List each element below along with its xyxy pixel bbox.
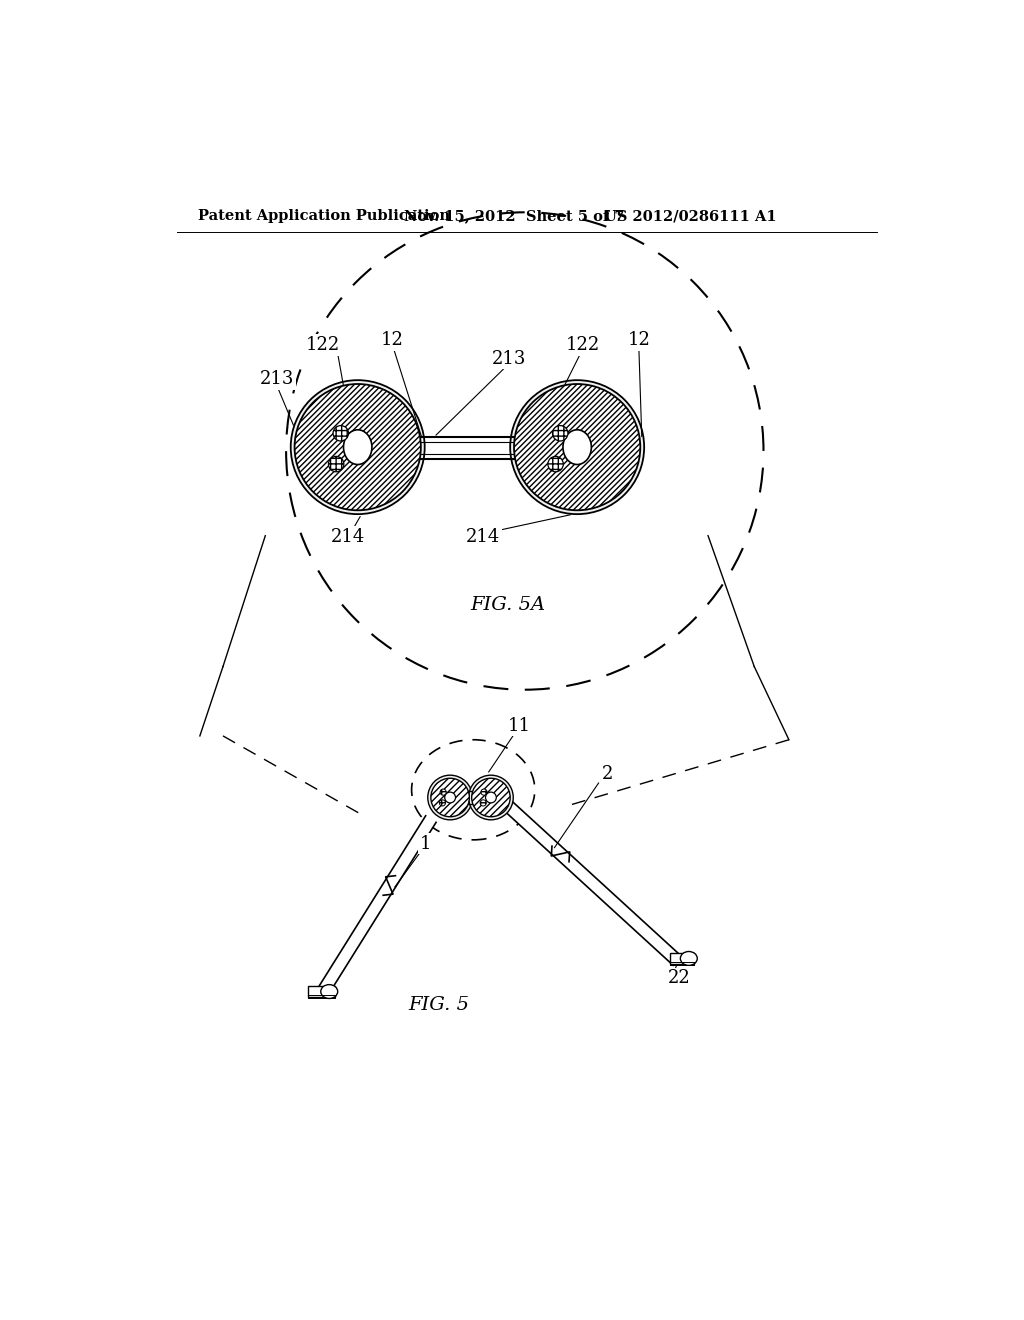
Circle shape bbox=[333, 425, 348, 441]
Circle shape bbox=[440, 789, 446, 795]
Text: 2: 2 bbox=[602, 766, 613, 783]
Text: 1: 1 bbox=[420, 834, 431, 853]
Circle shape bbox=[548, 457, 563, 471]
Ellipse shape bbox=[563, 430, 592, 465]
Text: 11: 11 bbox=[508, 717, 530, 735]
Circle shape bbox=[472, 779, 510, 817]
Text: Patent Application Publication: Patent Application Publication bbox=[199, 209, 451, 223]
Circle shape bbox=[444, 792, 456, 803]
Circle shape bbox=[439, 800, 445, 807]
Text: 12: 12 bbox=[381, 331, 403, 348]
Bar bbox=[468, 792, 473, 804]
Polygon shape bbox=[316, 816, 436, 997]
Circle shape bbox=[329, 457, 344, 471]
Circle shape bbox=[480, 800, 486, 807]
Text: FIG. 5: FIG. 5 bbox=[408, 997, 469, 1014]
Circle shape bbox=[481, 789, 487, 795]
Ellipse shape bbox=[343, 430, 372, 465]
Circle shape bbox=[295, 384, 421, 511]
Bar bbox=[419, 437, 516, 459]
Circle shape bbox=[514, 384, 640, 511]
Polygon shape bbox=[502, 799, 681, 965]
Text: 214: 214 bbox=[466, 528, 501, 546]
Text: US 2012/0286111 A1: US 2012/0286111 A1 bbox=[604, 209, 777, 223]
Text: 213: 213 bbox=[493, 350, 526, 367]
Circle shape bbox=[428, 775, 472, 820]
Text: 22: 22 bbox=[668, 969, 690, 987]
Text: 214: 214 bbox=[331, 528, 365, 546]
Circle shape bbox=[291, 380, 425, 515]
Text: 122: 122 bbox=[306, 335, 340, 354]
Text: 12: 12 bbox=[628, 331, 650, 348]
Bar bbox=[307, 986, 336, 997]
Circle shape bbox=[469, 775, 513, 820]
Circle shape bbox=[431, 779, 469, 817]
Circle shape bbox=[485, 792, 497, 803]
Text: FIG. 5A: FIG. 5A bbox=[470, 597, 546, 614]
Ellipse shape bbox=[321, 985, 338, 998]
Text: 122: 122 bbox=[566, 335, 600, 354]
Circle shape bbox=[553, 425, 568, 441]
Circle shape bbox=[510, 380, 644, 515]
Ellipse shape bbox=[680, 952, 697, 965]
Bar bbox=[670, 953, 694, 964]
Text: 213: 213 bbox=[260, 371, 294, 388]
Text: Nov. 15, 2012  Sheet 5 of 7: Nov. 15, 2012 Sheet 5 of 7 bbox=[403, 209, 625, 223]
